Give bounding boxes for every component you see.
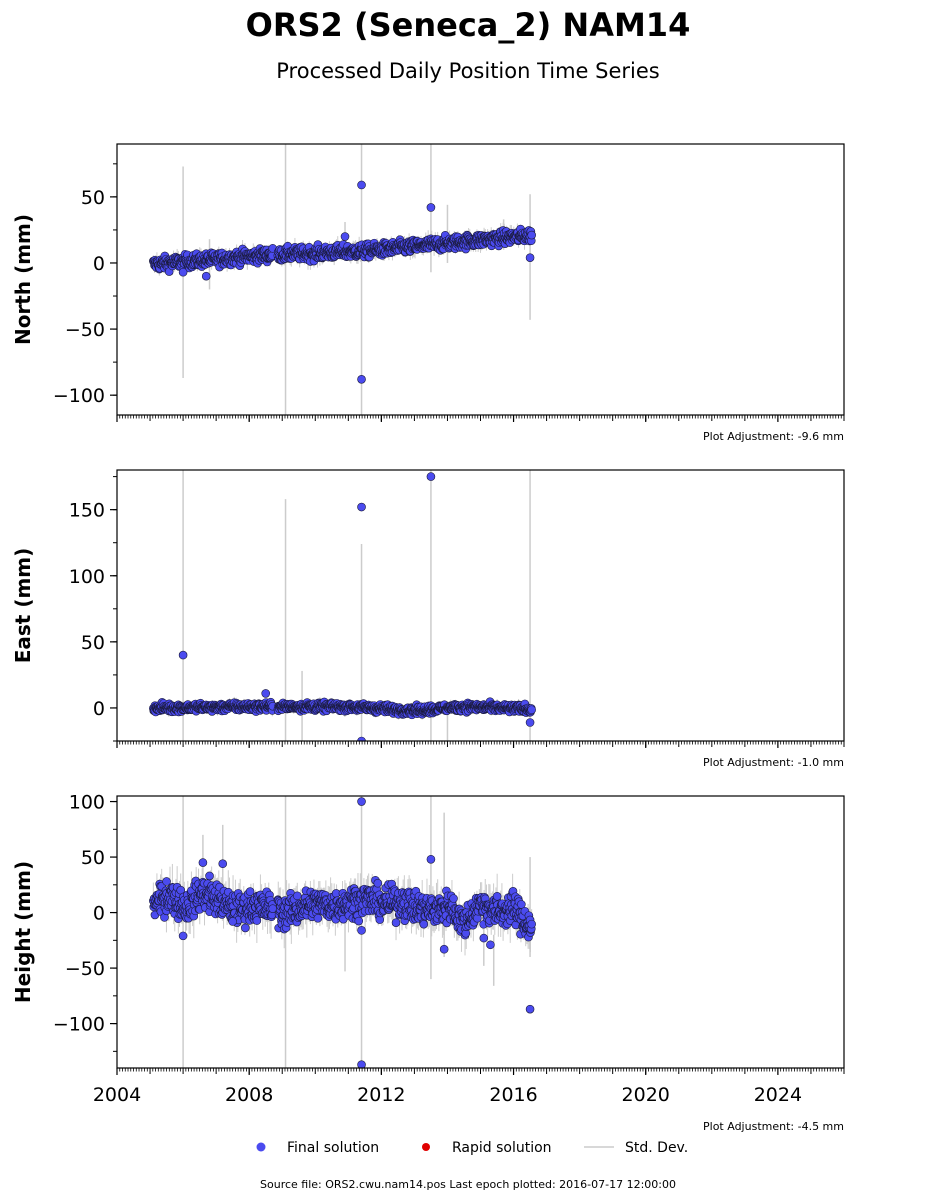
legend: Final solution Rapid solution Std. Dev. (256, 1140, 688, 1156)
legend-rapid-marker (422, 1143, 430, 1151)
x-tick-label: 2020 (622, 1084, 670, 1106)
final-solution-point (292, 891, 302, 901)
final-solution-point (340, 232, 350, 241)
final-solution-point (426, 854, 436, 864)
final-solution-point (426, 472, 436, 481)
final-solution-point (354, 916, 364, 926)
final-solution-point (178, 267, 188, 277)
final-solution-point (218, 859, 228, 869)
panel-0: −100 −50 0 50 North (mm) Plot Adjustment: -9.… (11, 143, 845, 443)
plot-area (149, 144, 536, 415)
final-solution-point (313, 913, 323, 923)
final-solution-point (201, 271, 211, 281)
x-tick-label: 2008 (225, 1084, 273, 1106)
y-tick-label: 50 (81, 632, 105, 654)
panel-2: −100 −50 0 50 100 2004 2008 2012 2016 2020 2024 Hei… (11, 792, 845, 1133)
y-axis-label: East (mm) (11, 548, 35, 664)
final-solution-point (391, 918, 401, 927)
final-solution-point (241, 923, 250, 933)
final-solution-point (492, 891, 502, 901)
y-tick-label: 150 (69, 500, 105, 522)
final-solution-point (198, 858, 208, 867)
final-solution-point (525, 718, 535, 727)
final-solution-point (178, 650, 188, 660)
final-solution-point (252, 916, 262, 925)
final-solution-point (426, 203, 436, 212)
final-solution-point (525, 1004, 535, 1014)
y-axis-label: Height (mm) (11, 861, 35, 1003)
plot-area (149, 796, 536, 1068)
final-solution-point (268, 904, 278, 913)
final-solution-point (479, 933, 489, 943)
final-solution-point (357, 926, 366, 935)
plot-adjustment-label: Plot Adjustment: -4.5 mm (703, 1120, 844, 1133)
x-tick-label: 2024 (754, 1084, 802, 1106)
x-tick-label: 2016 (489, 1084, 537, 1106)
x-tick-label: 2012 (357, 1084, 405, 1106)
final-solution-point (245, 887, 255, 896)
legend-final-marker (256, 1142, 266, 1152)
y-tick-label: 100 (69, 566, 105, 588)
plot-adjustment-label: Plot Adjustment: -9.6 mm (703, 430, 844, 443)
final-solution-point (357, 375, 366, 384)
y-tick-label: 50 (81, 187, 105, 209)
y-tick-label: −50 (65, 319, 105, 341)
panels: −100 −50 0 50 North (mm) Plot Adjustment: -9.… (11, 143, 845, 1133)
final-solution-point (162, 877, 171, 886)
chart-subtitle: Processed Daily Position Time Series (276, 59, 660, 83)
final-solution-point (527, 230, 536, 240)
plot-area (149, 470, 536, 741)
final-solution-point (228, 917, 237, 926)
y-tick-label: 0 (93, 903, 105, 925)
y-tick-label: −50 (65, 958, 105, 980)
plot-adjustment-label: Plot Adjustment: -1.0 mm (703, 756, 844, 769)
legend-rapid-label: Rapid solution (452, 1140, 552, 1156)
legend-final-label: Final solution (287, 1140, 379, 1156)
final-solution-point (527, 919, 536, 929)
y-axis-label: North (mm) (11, 214, 35, 345)
y-tick-label: 0 (93, 253, 105, 275)
final-solution-point (525, 253, 535, 262)
final-solution-point (357, 180, 366, 190)
final-solution-point (261, 689, 271, 698)
y-tick-label: 50 (81, 847, 105, 869)
panel-1: 0 50 100 150 East (mm) Plot Adjustment: -1.0 … (11, 469, 845, 769)
y-tick-label: −100 (53, 1014, 105, 1036)
final-solution-point (449, 894, 458, 903)
axes-frame (116, 469, 845, 742)
final-solution-point (439, 944, 449, 954)
source-footer: Source file: ORS2.cwu.nam14.pos Last epo… (260, 1178, 676, 1191)
y-tick-label: 0 (93, 698, 105, 720)
final-solution-point (373, 878, 383, 888)
x-tick-label: 2004 (93, 1084, 141, 1106)
final-solution-point (357, 502, 366, 512)
final-solution-point (357, 1060, 366, 1068)
axes-frame (116, 143, 845, 416)
final-solution-point (419, 919, 429, 929)
final-solution-point (357, 797, 366, 806)
chart-title: ORS2 (Seneca_2) NAM14 (246, 6, 691, 44)
final-solution-point (527, 705, 536, 715)
legend-std-label: Std. Dev. (625, 1140, 688, 1156)
y-tick-label: −100 (53, 385, 105, 407)
y-tick-label: 100 (69, 792, 105, 814)
final-solution-point (178, 931, 188, 941)
final-solution-point (205, 871, 214, 881)
axes-frame (116, 795, 845, 1069)
final-solution-point (486, 940, 495, 950)
final-solution-point (357, 736, 366, 741)
